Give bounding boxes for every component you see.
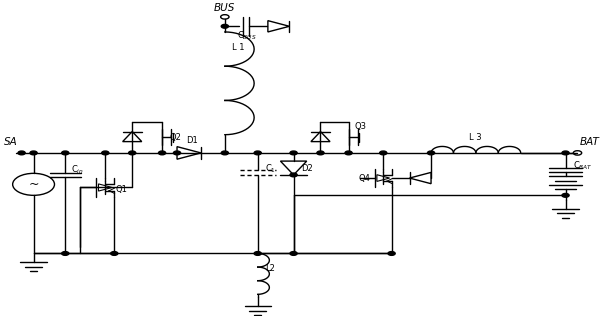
Circle shape — [62, 252, 69, 256]
Text: D2: D2 — [301, 164, 312, 173]
Text: SA: SA — [4, 137, 18, 147]
Text: BAT: BAT — [579, 137, 599, 147]
Text: D1: D1 — [186, 137, 198, 146]
Text: Q4: Q4 — [358, 174, 370, 183]
Text: ~: ~ — [28, 178, 39, 191]
Text: C$_{BAT}$: C$_{BAT}$ — [573, 160, 593, 172]
Text: BUS: BUS — [214, 3, 236, 13]
Circle shape — [388, 252, 395, 256]
Circle shape — [62, 151, 69, 155]
Text: C$_{BUS}$: C$_{BUS}$ — [237, 29, 257, 42]
Circle shape — [290, 252, 297, 256]
Circle shape — [428, 151, 435, 155]
Circle shape — [380, 151, 387, 155]
Text: L 3: L 3 — [469, 133, 481, 142]
Text: Q3: Q3 — [355, 122, 367, 131]
Circle shape — [345, 151, 352, 155]
Text: Q1: Q1 — [115, 185, 127, 194]
Circle shape — [221, 24, 228, 28]
Circle shape — [221, 151, 228, 155]
Circle shape — [317, 151, 324, 155]
Circle shape — [290, 151, 297, 155]
Circle shape — [18, 151, 25, 155]
Circle shape — [254, 151, 262, 155]
Circle shape — [129, 151, 136, 155]
Text: L2: L2 — [265, 264, 275, 273]
Circle shape — [562, 151, 569, 155]
Text: Q2: Q2 — [169, 133, 181, 142]
Circle shape — [173, 151, 181, 155]
Circle shape — [290, 173, 297, 177]
Circle shape — [101, 151, 109, 155]
Circle shape — [111, 252, 118, 256]
Circle shape — [562, 193, 569, 197]
Text: L 1: L 1 — [232, 43, 245, 52]
Circle shape — [254, 252, 262, 256]
Circle shape — [30, 151, 37, 155]
Text: C$_{in}$: C$_{in}$ — [71, 163, 84, 176]
Text: C$_1$: C$_1$ — [265, 163, 276, 175]
Circle shape — [158, 151, 165, 155]
